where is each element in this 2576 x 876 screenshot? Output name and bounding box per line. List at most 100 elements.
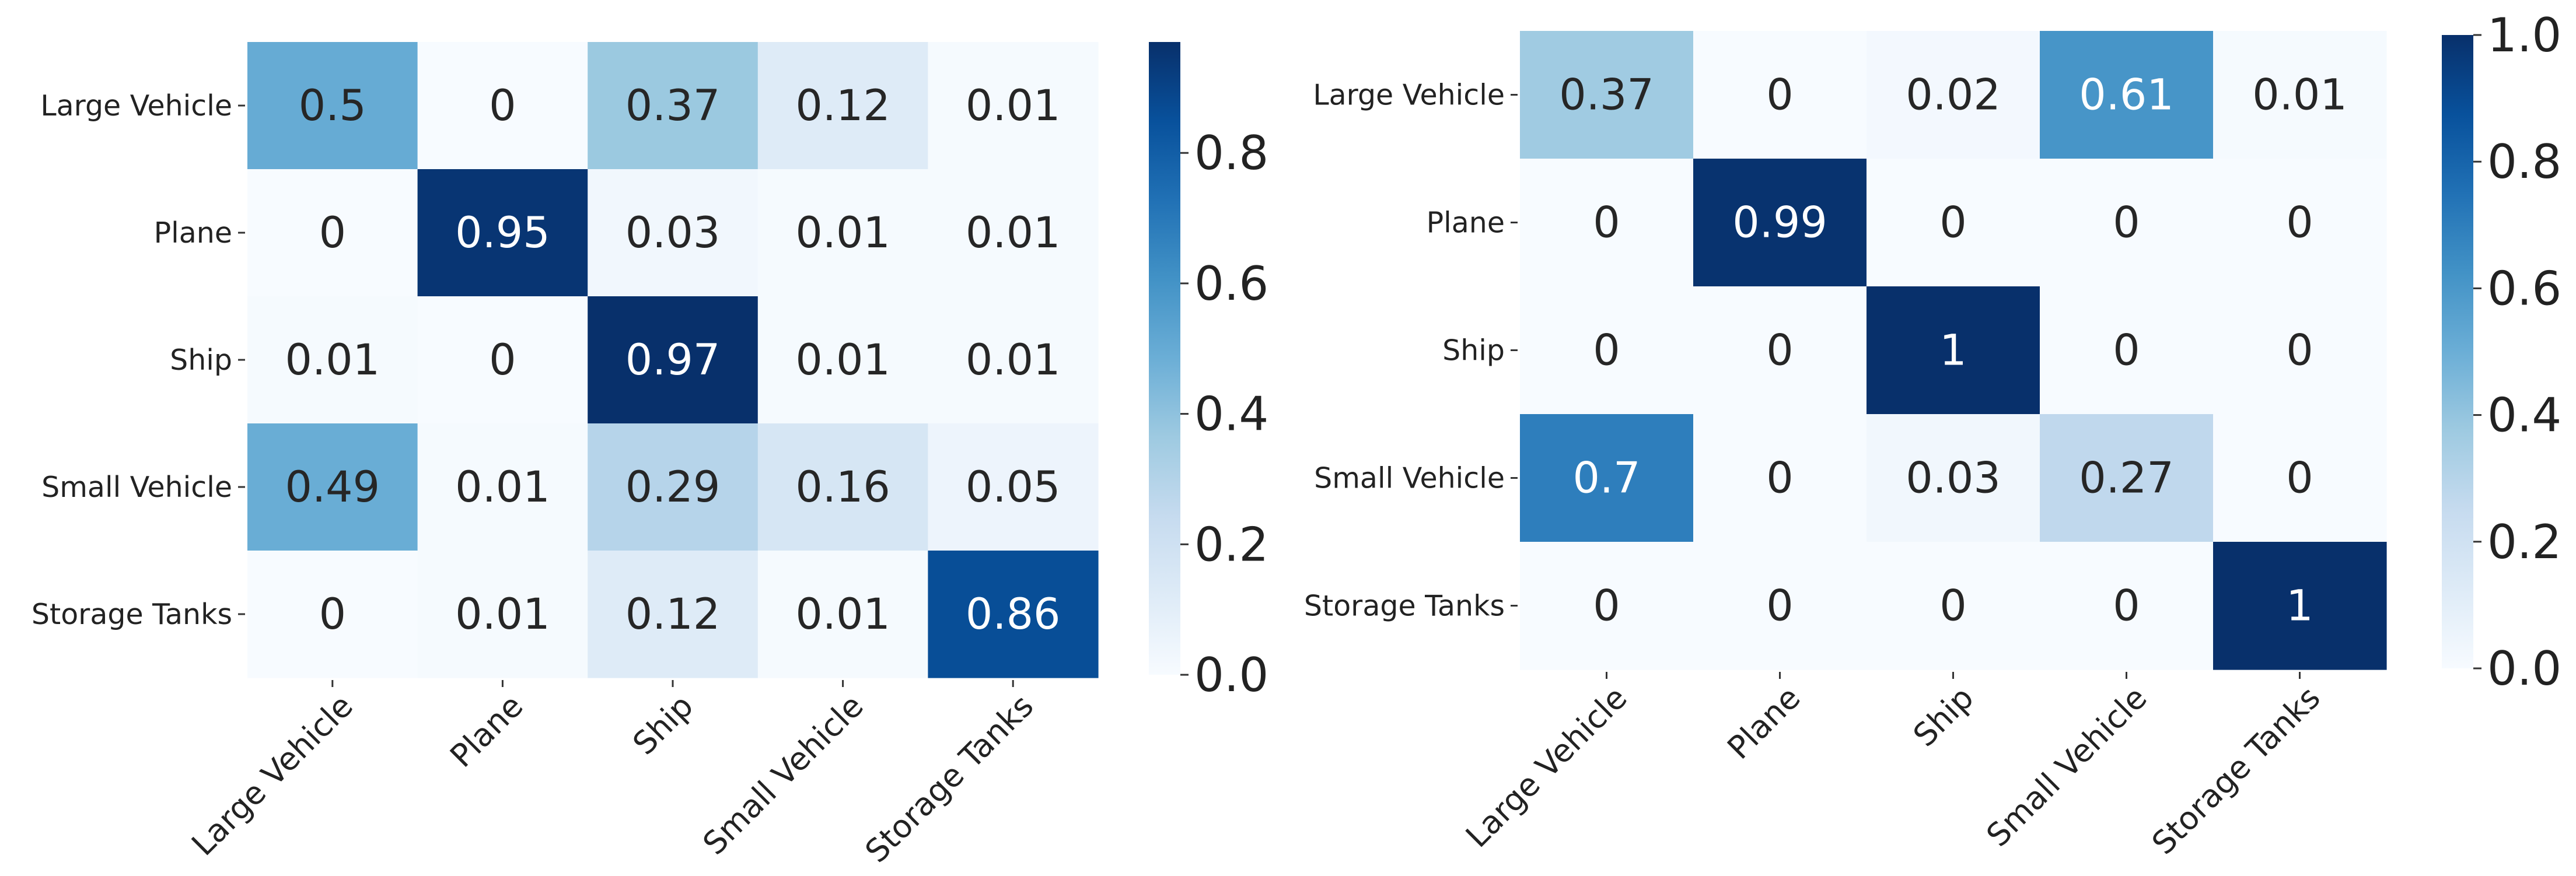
cell-value-label: 0.01	[795, 590, 890, 639]
y-tick-label: Ship	[170, 344, 232, 377]
heatmap-cell	[1520, 159, 1694, 287]
cell-value-label: 0.05	[966, 462, 1061, 512]
heatmap-cell	[928, 423, 1099, 551]
heatmap-cell	[2213, 286, 2387, 415]
heatmap-cell	[1867, 542, 2040, 670]
cell-value-label: 0.16	[795, 462, 890, 512]
colorbar-tick-label: 0.0	[1194, 648, 1268, 702]
heatmap-cell	[928, 42, 1099, 170]
cell-value-label: 0	[1939, 198, 1966, 248]
x-tick-label: Ship	[625, 688, 700, 762]
cell-value-label: 0	[1766, 581, 1793, 631]
heatmap-cell	[1867, 159, 2040, 287]
cell-value-label: 0.97	[625, 335, 721, 385]
cell-value-label: 0	[319, 208, 346, 258]
heatmap-cell	[757, 169, 928, 297]
heatmap-cell	[247, 551, 418, 678]
colorbar-tick-label: 0.8	[2487, 135, 2561, 189]
cell-value-label: 0	[489, 81, 516, 131]
cell-value-label: 0	[1593, 326, 1620, 376]
cell-value-label: 1	[2286, 581, 2313, 631]
heatmap-cell	[588, 169, 759, 297]
cell-value-label: 0	[2286, 454, 2313, 503]
cell-value-label: 0.29	[625, 462, 721, 512]
cell-value-label: 0	[2286, 326, 2313, 376]
heatmap-cell	[757, 423, 928, 551]
heatmap-cell	[247, 169, 418, 297]
heatmap-cell	[1867, 414, 2040, 542]
x-tick-label: Ship	[1906, 679, 1981, 754]
heatmap-cell	[417, 296, 588, 424]
heatmap-cell	[417, 551, 588, 678]
cell-value-label: 0.7	[1572, 454, 1640, 503]
heatmap-cell	[1693, 286, 1867, 415]
cell-value-label: 0.01	[455, 590, 550, 639]
heatmap-cell	[2213, 542, 2387, 670]
heatmap-cell	[247, 296, 418, 424]
heatmap-cell	[1520, 414, 1694, 542]
cell-value-label: 0.01	[455, 462, 550, 512]
cell-value-label: 0	[1593, 581, 1620, 631]
heatmap-cell	[1520, 286, 1694, 415]
cell-value-label: 0.37	[1559, 71, 1654, 120]
y-tick-label: Plane	[154, 216, 232, 250]
cell-value-label: 0.49	[285, 462, 380, 512]
cell-value-label: 0.27	[2079, 454, 2174, 503]
cell-value-label: 0.99	[1732, 198, 1827, 248]
colorbar-tick-label: 0.2	[2487, 515, 2561, 569]
cell-value-label: 0	[1766, 71, 1793, 120]
cell-value-label: 0.86	[966, 590, 1061, 639]
heatmap-cell	[1867, 31, 2040, 159]
cell-value-label: 0.03	[625, 208, 721, 258]
cell-value-label: 0	[2286, 198, 2313, 248]
heatmap-cell	[2040, 542, 2214, 670]
cell-value-label: 0.01	[966, 335, 1061, 385]
colorbar-tick-label: 0.6	[2487, 261, 2561, 316]
cell-value-label: 0.01	[795, 335, 890, 385]
colorbar-tick-label: 0.6	[1194, 257, 1268, 311]
y-tick-label: Large Vehicle	[1313, 79, 1505, 112]
x-tick-label: Plane	[1720, 679, 1807, 766]
x-tick-label: Large Vehicle	[184, 688, 360, 863]
x-tick-label: Plane	[443, 688, 530, 775]
heatmap-cell	[247, 42, 418, 170]
heatmap-cell	[1867, 286, 2040, 415]
cell-value-label: 0	[2113, 581, 2140, 631]
colorbar-tick-label: 0.8	[1194, 126, 1268, 180]
heatmap-cell	[1693, 542, 1867, 670]
colorbar-tick-label: 0.2	[1194, 517, 1268, 572]
heatmap-cell	[2040, 414, 2214, 542]
y-tick-label: Small Vehicle	[41, 471, 232, 504]
heatmap-cell	[2040, 31, 2214, 159]
heatmap-cell	[2213, 414, 2387, 542]
y-tick-label: Storage Tanks	[32, 598, 232, 631]
heatmap-cell	[757, 42, 928, 170]
cell-value-label: 0.03	[1906, 454, 2001, 503]
cell-value-label: 0.01	[966, 208, 1061, 258]
y-tick-label: Plane	[1427, 206, 1505, 240]
heatmap-cell	[2040, 286, 2214, 415]
cell-value-label: 0	[1766, 454, 1793, 503]
heatmap-cell	[1520, 542, 1694, 670]
cell-value-label: 0	[2113, 198, 2140, 248]
x-tick-label: Storage Tanks	[858, 688, 1041, 870]
cell-value-label: 0	[2113, 326, 2140, 376]
heatmap-cell	[588, 423, 759, 551]
cell-value-label: 0	[1766, 326, 1793, 376]
heatmap-cell	[928, 169, 1099, 297]
cell-value-label: 0.61	[2079, 71, 2174, 120]
heatmap-cell	[417, 42, 588, 170]
heatmap-cell	[757, 296, 928, 424]
y-tick-label: Large Vehicle	[40, 89, 232, 122]
cell-value-label: 0.02	[1906, 71, 2001, 120]
heatmap-cell	[247, 423, 418, 551]
cell-value-label: 0	[1593, 198, 1620, 248]
cell-value-label: 0.12	[625, 590, 721, 639]
cell-value-label: 0.12	[795, 81, 890, 131]
cell-value-label: 0.01	[966, 81, 1061, 131]
heatmap-cell	[1693, 159, 1867, 287]
colorbar-tick-label: 0.4	[1194, 387, 1268, 441]
y-tick-label: Small Vehicle	[1314, 462, 1505, 495]
cell-value-label: 0.01	[2252, 71, 2347, 120]
